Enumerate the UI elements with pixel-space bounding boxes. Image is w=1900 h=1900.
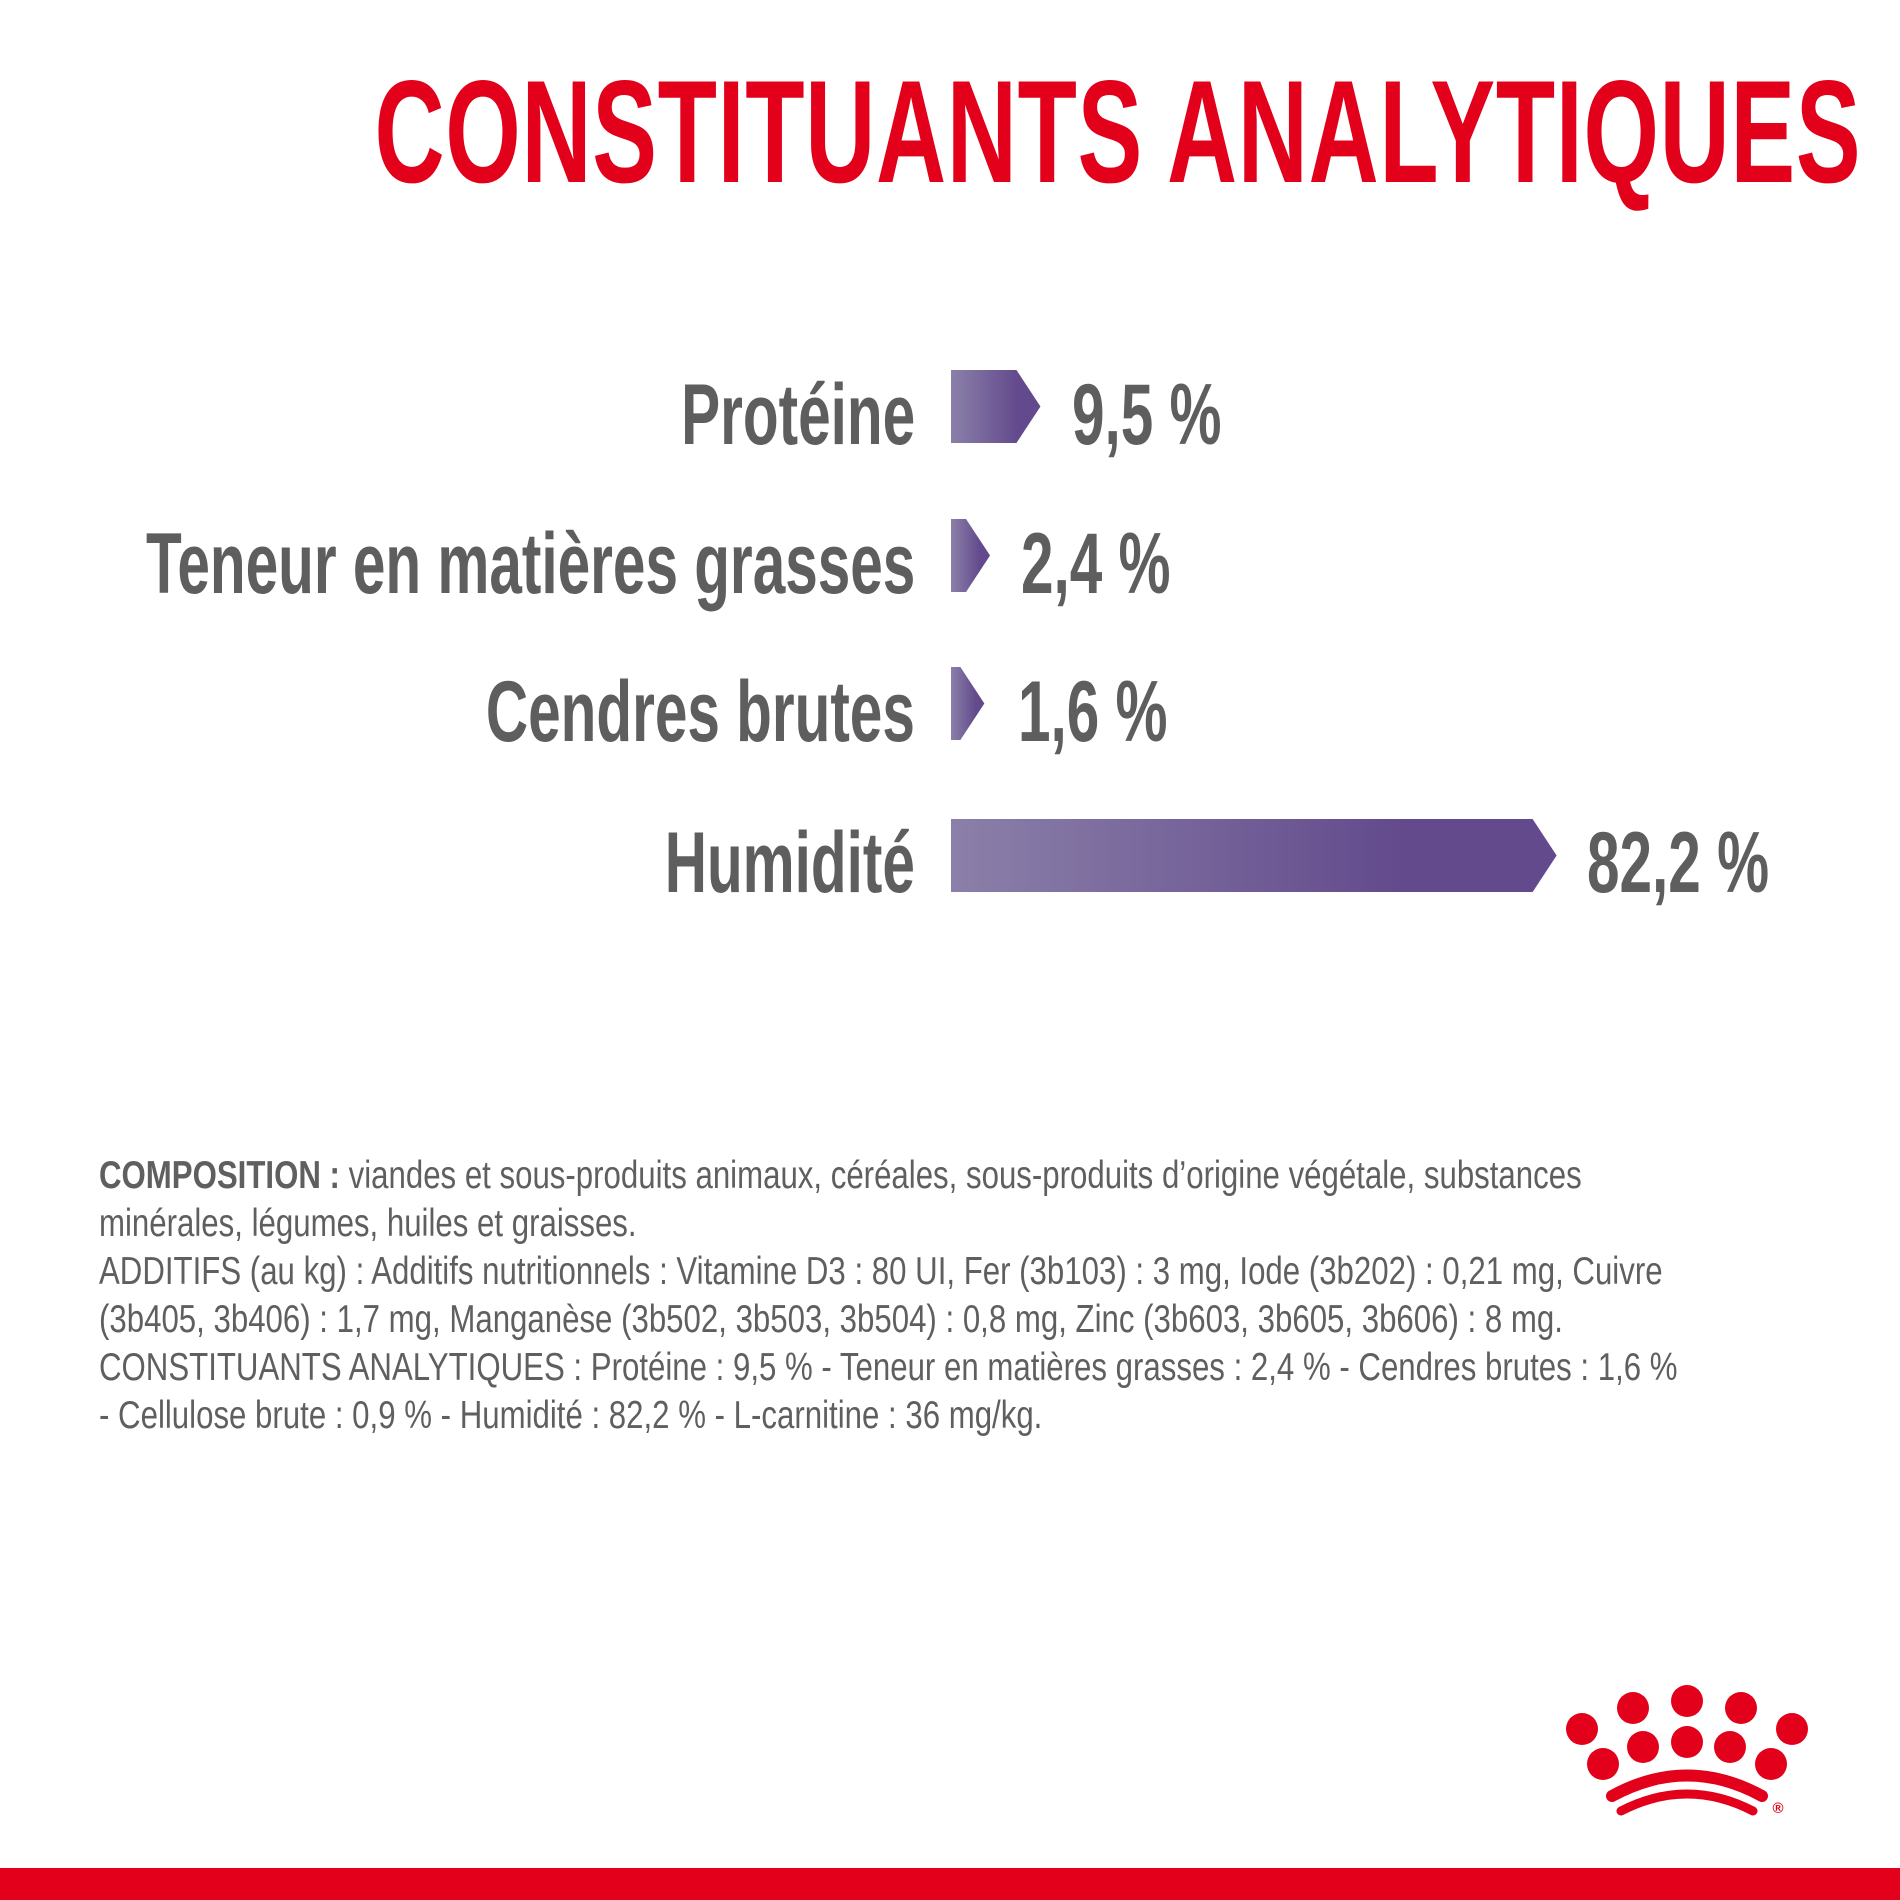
bar-label-proteine: Protéine (681, 367, 915, 463)
composition-line: COMPOSITION : viandes et sous-produits a… (99, 1152, 1678, 1200)
bar-0 (951, 370, 1041, 443)
bars-svg (951, 370, 1557, 892)
registered-mark: ® (1772, 1800, 1783, 1817)
bar-3 (951, 819, 1557, 892)
footer-red-bar (0, 1868, 1900, 1900)
analytic-line: CONSTITUANTS ANALYTIQUES : Protéine : 9,… (99, 1346, 1678, 1389)
page-title: CONSTITUANTS ANALYTIQUES (0, 48, 1900, 216)
additifs-line: ADDITIFS (au kg) : Additifs nutritionnel… (99, 1250, 1663, 1293)
bar-label-cendres: Cendres brutes (486, 664, 915, 760)
title-text: CONSTITUANTS ANALYTIQUES (374, 50, 1862, 213)
crown-logo-icon: ® (1566, 1685, 1808, 1817)
additifs-line: (3b405, 3b406) : 1,7 mg, Manganèse (3b50… (99, 1298, 1563, 1341)
data-label-humidite: 82,2 % (1587, 815, 1770, 911)
data-label-matieres-grasses: 2,4 % (1021, 516, 1171, 612)
composition-heading: COMPOSITION : (99, 1154, 340, 1197)
bar-1 (951, 519, 991, 592)
data-label-proteine: 9,5 % (1072, 367, 1222, 463)
bar-label-matieres-grasses: Teneur en matières grasses (145, 516, 915, 612)
composition-line-text: viandes et sous-produits animaux, céréal… (339, 1154, 1582, 1197)
bar-2 (951, 667, 985, 740)
analytic-line: - Cellulose brute : 0,9 % - Humidité : 8… (99, 1394, 1043, 1437)
composition-text: COMPOSITION : viandes et sous-produits a… (99, 1152, 1900, 1440)
composition-line: minérales, légumes, huiles et graisses. (99, 1202, 637, 1245)
data-label-cendres: 1,6 % (1018, 664, 1168, 760)
bar-label-humidite: Humidité (664, 815, 915, 911)
